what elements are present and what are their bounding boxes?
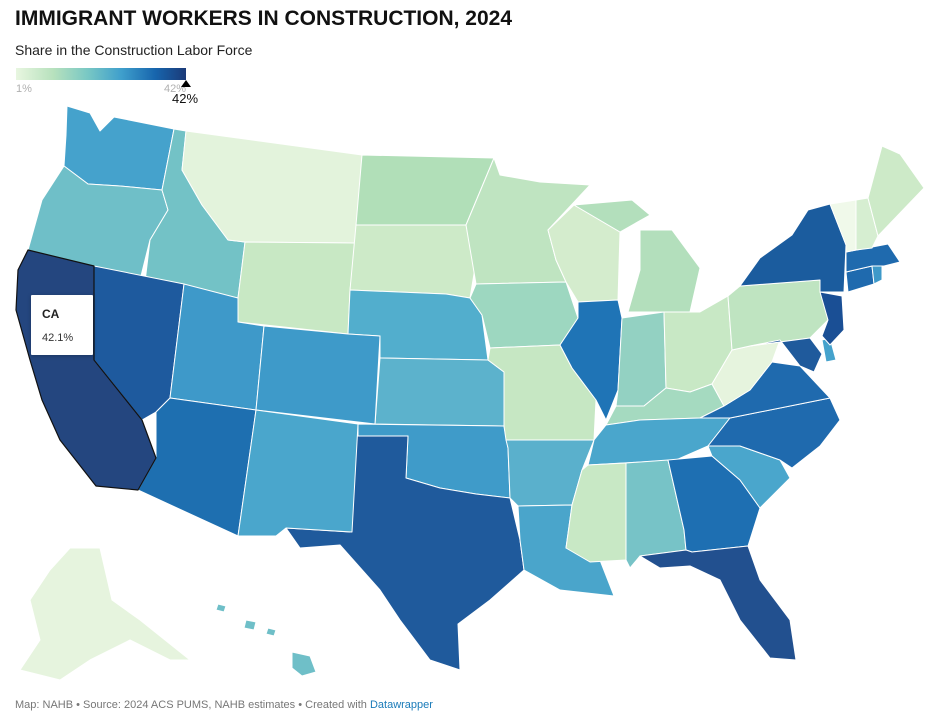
map-subtitle: Share in the Construction Labor Force xyxy=(15,42,253,58)
state-NJ[interactable] xyxy=(819,291,845,346)
state-tooltip: CA 42.1% xyxy=(31,295,93,355)
state-NC[interactable] xyxy=(707,397,841,469)
map-title: IMMIGRANT WORKERS IN CONSTRUCTION, 2024 xyxy=(15,7,513,30)
legend-marker-triangle xyxy=(181,80,191,87)
state-SD[interactable] xyxy=(349,224,477,299)
legend-min-label: 1% xyxy=(16,83,32,95)
state-MD[interactable] xyxy=(749,337,823,373)
state-AZ[interactable] xyxy=(137,397,257,537)
datawrapper-link[interactable]: Datawrapper xyxy=(369,699,433,711)
legend-gradient-bar xyxy=(16,68,186,80)
state-PA[interactable] xyxy=(727,279,829,351)
legend-marker-label: 42% xyxy=(172,91,199,106)
state-VT[interactable] xyxy=(829,199,857,253)
state-MA[interactable] xyxy=(845,243,901,273)
state-IN[interactable] xyxy=(615,311,667,407)
state-RI[interactable] xyxy=(871,263,883,285)
state-IL[interactable] xyxy=(559,299,623,421)
state-NM[interactable] xyxy=(237,409,359,537)
legend-max-label: 42% xyxy=(164,83,187,95)
state-AK[interactable] xyxy=(19,547,191,681)
state-WA[interactable] xyxy=(63,105,175,191)
state-IA[interactable] xyxy=(469,281,579,349)
footer-text: Map: NAHB • Source: 2024 ACS PUMS, NAHB … xyxy=(15,699,367,711)
tooltip-state-value: 42.1% xyxy=(42,332,74,344)
tooltip-state-name: CA xyxy=(42,307,60,321)
state-HI[interactable] xyxy=(215,603,317,677)
color-legend: 1% 42% 42% xyxy=(16,68,198,108)
state-ME[interactable] xyxy=(867,145,925,237)
state-FL[interactable] xyxy=(639,545,797,661)
state-TX[interactable] xyxy=(285,435,525,671)
state-KS[interactable] xyxy=(374,357,505,427)
state-NH[interactable] xyxy=(855,197,879,251)
footer-credits: Map: NAHB • Source: 2024 ACS PUMS, NAHB … xyxy=(15,699,433,711)
state-WY[interactable] xyxy=(237,241,357,335)
state-CO[interactable] xyxy=(255,325,381,425)
state-NY[interactable] xyxy=(739,203,847,293)
